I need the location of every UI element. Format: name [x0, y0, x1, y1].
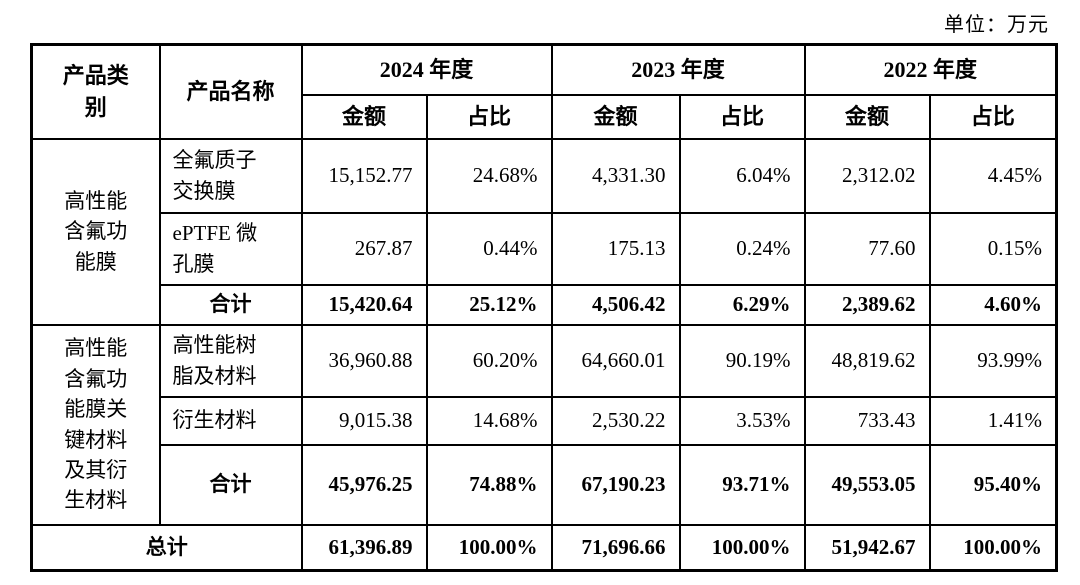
subtotal-ratio-2023: 93.71%: [678, 443, 806, 526]
subtotal-amount-2022: 2,389.62: [803, 283, 931, 326]
subtotal-amount-2024: 45,976.25: [300, 443, 428, 526]
ratio-2024-cell: 14.68%: [425, 395, 553, 446]
product-name-cell: 全氟质子交换膜: [158, 137, 303, 214]
header-product-category-label: 产品类别: [62, 62, 129, 120]
amount-2022-cell: 77.60: [803, 211, 931, 286]
ratio-2023-cell: 90.19%: [678, 323, 806, 398]
header-amount-2024: 金额: [300, 93, 428, 140]
header-year-2023: 2023 年度: [550, 43, 806, 96]
product-name-label: 衍生材料: [172, 408, 257, 433]
grand-total-label-cell: 总计: [30, 523, 303, 572]
ratio-2024-cell: 0.44%: [425, 211, 553, 286]
product-name-label: ePTFE 微孔膜: [172, 221, 258, 276]
revenue-breakdown-table: 产品类别 产品名称 2024 年度 2023 年度 2022 年度 金额 占比 …: [30, 43, 1059, 572]
ratio-2022-cell: 93.99%: [928, 323, 1058, 398]
ratio-2024-cell: 60.20%: [425, 323, 553, 398]
category-materials-label: 高性能含氟功能膜关键材料及其衍生材料: [64, 336, 128, 513]
product-name-cell: 高性能树脂及材料: [158, 323, 303, 398]
header-year-2022: 2022 年度: [803, 43, 1058, 96]
header-product-category: 产品类别: [30, 43, 161, 140]
header-ratio-2023: 占比: [678, 93, 806, 140]
ratio-2023-cell: 0.24%: [678, 211, 806, 286]
category-materials-cell: 高性能含氟功能膜关键材料及其衍生材料: [30, 323, 161, 526]
amount-2023-cell: 175.13: [550, 211, 681, 286]
header-year-2024: 2024 年度: [300, 43, 553, 96]
header-row-metrics: 金额 占比 金额 占比 金额 占比: [32, 93, 1058, 140]
grand-total-row: 总计 61,396.89 100.00% 71,696.66 100.00% 5…: [30, 523, 1058, 572]
subtotal-ratio-2022: 4.60%: [928, 283, 1058, 326]
subtotal-ratio-2024: 25.12%: [425, 283, 553, 326]
table-row: 高性能含氟功能膜 全氟质子交换膜 15,152.77 24.68% 4,331.…: [30, 137, 1058, 326]
amount-2024-cell: 15,152.77: [300, 137, 428, 214]
subtotal-ratio-2022: 95.40%: [928, 443, 1058, 526]
total-amount-2023: 71,696.66: [550, 523, 681, 572]
subtotal-label-cell: 合计: [158, 283, 303, 326]
product-name-label: 高性能树脂及材料: [172, 333, 257, 388]
table-row: 衍生材料 9,015.38 14.68% 2,530.22 3.53% 733.…: [32, 395, 1058, 446]
subtotal-ratio-2023: 6.29%: [678, 283, 806, 326]
header-amount-2022: 金额: [803, 93, 931, 140]
table-row: 高性能含氟功能膜关键材料及其衍生材料 高性能树脂及材料 36,960.88 60…: [30, 323, 1058, 526]
total-ratio-2024: 100.00%: [425, 523, 553, 572]
ratio-2024-cell: 24.68%: [425, 137, 553, 214]
subtotal-label-cell: 合计: [158, 443, 303, 526]
category-film-cell: 高性能含氟功能膜: [30, 137, 161, 326]
header-amount-2023: 金额: [550, 93, 681, 140]
amount-2024-cell: 9,015.38: [300, 395, 428, 446]
product-name-label: 全氟质子交换膜: [172, 148, 257, 203]
amount-2023-cell: 2,530.22: [550, 395, 681, 446]
table-row: ePTFE 微孔膜 267.87 0.44% 175.13 0.24% 77.6…: [32, 211, 1058, 286]
subtotal-amount-2023: 4,506.42: [550, 283, 681, 326]
ratio-2022-cell: 4.45%: [928, 137, 1058, 214]
category-film-label: 高性能含氟功能膜: [64, 188, 128, 274]
amount-2022-cell: 48,819.62: [803, 323, 931, 398]
ratio-2023-cell: 6.04%: [678, 137, 806, 214]
header-product-name: 产品名称: [158, 43, 303, 140]
product-name-cell: 衍生材料: [158, 395, 303, 446]
amount-2024-cell: 267.87: [300, 211, 428, 286]
header-ratio-2022: 占比: [928, 93, 1058, 140]
subtotal-amount-2023: 67,190.23: [550, 443, 681, 526]
amount-2022-cell: 733.43: [803, 395, 931, 446]
total-ratio-2022: 100.00%: [928, 523, 1058, 572]
amount-2024-cell: 36,960.88: [300, 323, 428, 398]
subtotal-ratio-2024: 74.88%: [425, 443, 553, 526]
subtotal-row: 合计 45,976.25 74.88% 67,190.23 93.71% 49,…: [32, 443, 1058, 526]
total-amount-2022: 51,942.67: [803, 523, 931, 572]
header-row-years: 产品类别 产品名称 2024 年度 2023 年度 2022 年度: [30, 43, 1058, 140]
amount-2023-cell: 4,331.30: [550, 137, 681, 214]
unit-label: 单位：万元: [944, 14, 1049, 36]
header-ratio-2024: 占比: [425, 93, 553, 140]
subtotal-row: 合计 15,420.64 25.12% 4,506.42 6.29% 2,389…: [32, 283, 1058, 326]
subtotal-amount-2024: 15,420.64: [300, 283, 428, 326]
amount-2022-cell: 2,312.02: [803, 137, 931, 214]
product-name-cell: ePTFE 微孔膜: [158, 211, 303, 286]
ratio-2022-cell: 0.15%: [928, 211, 1058, 286]
subtotal-amount-2022: 49,553.05: [803, 443, 931, 526]
total-ratio-2023: 100.00%: [678, 523, 806, 572]
total-amount-2024: 61,396.89: [300, 523, 428, 572]
ratio-2023-cell: 3.53%: [678, 395, 806, 446]
ratio-2022-cell: 1.41%: [928, 395, 1058, 446]
amount-2023-cell: 64,660.01: [550, 323, 681, 398]
